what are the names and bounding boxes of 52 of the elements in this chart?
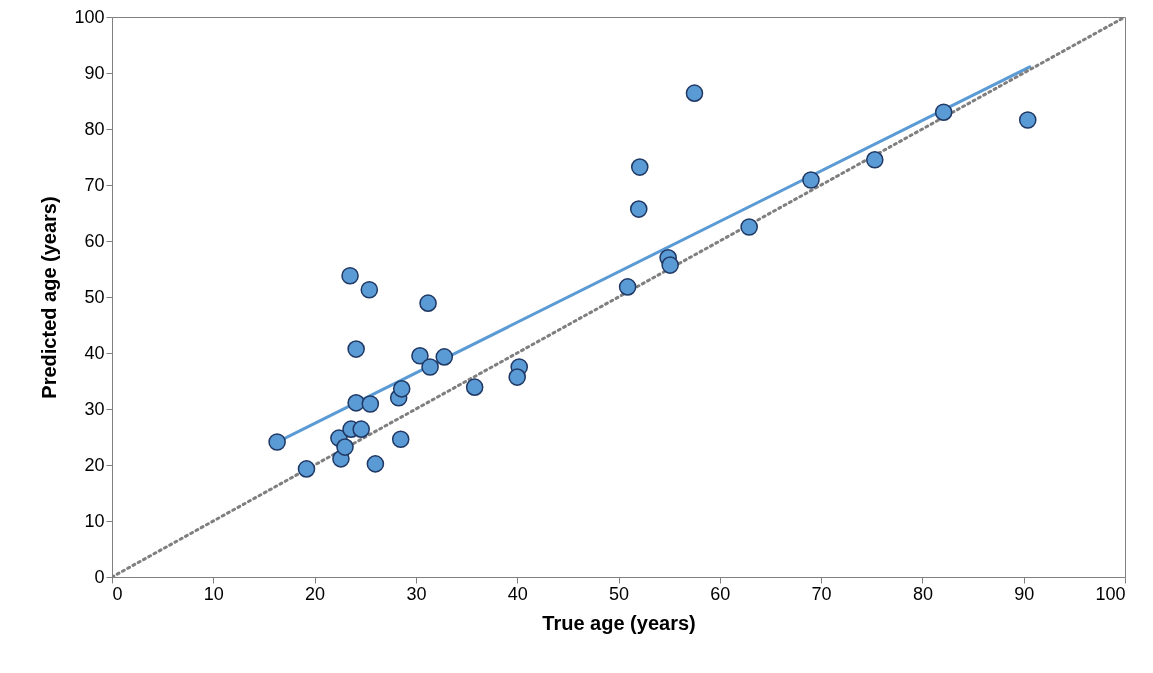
point [740, 218, 758, 236]
point [411, 347, 429, 365]
y-tick-label: 20 [84, 454, 105, 475]
point [347, 394, 365, 412]
x-tick-label: 0 [112, 583, 123, 604]
point [630, 158, 649, 176]
point [802, 171, 820, 189]
point [341, 266, 359, 285]
y-tick-label: 90 [84, 62, 105, 83]
point [685, 84, 704, 102]
point [465, 378, 484, 396]
point [618, 278, 637, 296]
point [435, 348, 454, 366]
y-tick-label: 60 [84, 230, 105, 251]
x-tick-label: 70 [811, 583, 832, 604]
point [934, 103, 953, 121]
point [508, 368, 527, 386]
y-tick-label: 50 [84, 286, 105, 307]
x-tick-label: 100 [1095, 583, 1126, 604]
x-tick-label: 30 [406, 583, 427, 604]
point [391, 430, 410, 449]
x-tick-label: 40 [507, 583, 528, 604]
point [347, 340, 365, 358]
y-tick-label: 70 [84, 174, 105, 195]
y-tick-label: 40 [84, 342, 105, 363]
x-tick-label: 20 [305, 583, 326, 604]
point [361, 395, 380, 413]
x-axis-title: True age (years) [542, 611, 696, 634]
point [661, 256, 679, 274]
x-tick-label: 60 [710, 583, 731, 604]
y-tick-label: 30 [84, 398, 105, 419]
point [1018, 111, 1037, 129]
y-axis-title: Predicted age (years) [38, 196, 61, 399]
point [865, 151, 884, 169]
x-tick-label: 80 [912, 583, 933, 604]
point [297, 460, 316, 478]
x-tick-label: 50 [608, 583, 630, 604]
y-tick-label: 10 [84, 510, 105, 531]
y-tick-label: 80 [84, 118, 105, 139]
y-tick-label: 100 [74, 6, 105, 27]
point [421, 358, 439, 376]
point [629, 200, 648, 218]
y-tick-label: 0 [94, 566, 105, 587]
point [360, 280, 379, 299]
x-tick-label: 90 [1014, 583, 1035, 604]
x-tick-label: 10 [203, 583, 224, 604]
point [419, 294, 437, 312]
point [366, 455, 385, 473]
point [392, 380, 411, 398]
point [268, 433, 286, 451]
point [336, 438, 354, 456]
point [352, 420, 371, 438]
